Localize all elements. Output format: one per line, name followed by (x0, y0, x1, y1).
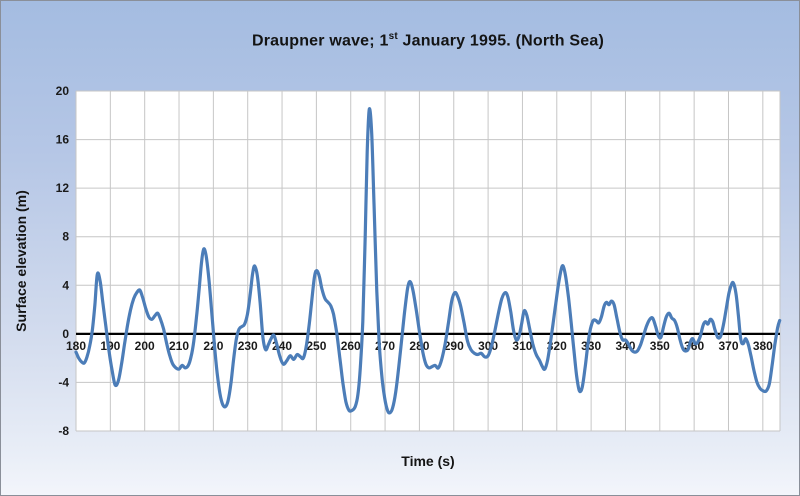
y-tick-label: 0 (62, 327, 69, 341)
x-tick-label: 370 (718, 339, 738, 353)
x-tick-label: 210 (169, 339, 189, 353)
x-axis-title: Time (s) (401, 453, 455, 469)
chart-title-superscript: st (388, 31, 398, 42)
x-tick-label: 250 (306, 339, 326, 353)
x-tick-label: 230 (238, 339, 258, 353)
chart-title-text-cont: January 1995. (North Sea) (397, 32, 605, 50)
y-tick-label: 12 (56, 181, 70, 195)
chart-title-text: Draupner wave; 1 (251, 32, 389, 50)
y-tick-label: -8 (58, 424, 69, 438)
y-tick-label: 4 (62, 278, 69, 292)
chart-title: Draupner wave; 1st January 1995. (North … (76, 31, 780, 50)
y-tick-label: 16 (56, 133, 70, 147)
y-tick-label: 8 (62, 230, 69, 244)
x-tick-label: 310 (512, 339, 532, 353)
x-tick-label: 200 (135, 339, 155, 353)
wave-series-line (74, 107, 782, 415)
x-tick-label: 380 (753, 339, 773, 353)
plot-background (76, 91, 780, 431)
x-tick-label: 180 (66, 339, 86, 353)
x-tick-label: 290 (444, 339, 464, 353)
x-tick-label: 350 (650, 339, 670, 353)
x-tick-label: 330 (581, 339, 601, 353)
x-tick-label: 300 (478, 339, 498, 353)
x-tick-label: 190 (100, 339, 120, 353)
x-tick-label: 280 (409, 339, 429, 353)
x-tick-label: 260 (341, 339, 361, 353)
y-tick-label: 20 (56, 84, 70, 98)
y-tick-label: -4 (58, 375, 69, 389)
